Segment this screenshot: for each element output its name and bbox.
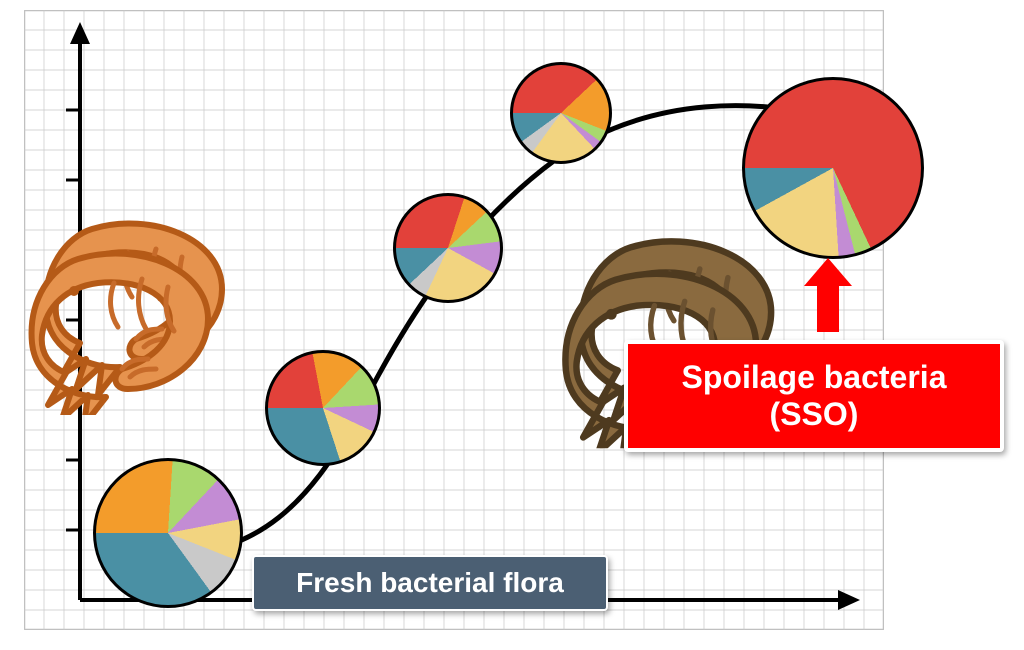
fresh-flora-text: Fresh bacterial flora — [296, 567, 564, 599]
diagram-stage: Fresh bacterial flora Spoilage bacteria … — [0, 0, 1024, 650]
fresh-flora-label: Fresh bacterial flora — [252, 555, 608, 611]
spoilage-text: Spoilage bacteria (SSO) — [682, 359, 947, 433]
spoilage-pointer-arrow-icon — [0, 0, 1024, 650]
spoilage-label: Spoilage bacteria (SSO) — [624, 340, 1004, 452]
